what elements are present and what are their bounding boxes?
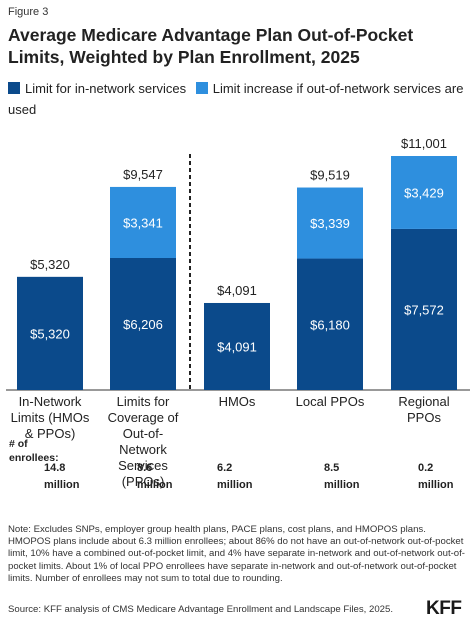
enrollee-count: 6.2 [217, 462, 232, 474]
bar-segment-out-of-network [297, 187, 363, 259]
bar-segment-out-of-network [110, 186, 176, 258]
bar-segment-out-of-network [391, 156, 457, 229]
category-label: & PPOs) [25, 426, 76, 441]
bar-total-label: $5,320 [30, 257, 70, 272]
category-label: Network [119, 442, 167, 457]
figure-label: Figure 3 [8, 6, 49, 18]
enrollee-count: million [44, 479, 80, 491]
category-label: (PPOs) [122, 474, 165, 489]
bar-segment-label: $6,180 [310, 317, 350, 332]
bar-segment-label: $3,341 [123, 215, 163, 230]
bar-segment-label: $5,320 [30, 326, 70, 341]
bar-segment-label: $3,429 [404, 185, 444, 200]
enrollee-count: 8.6 [137, 462, 152, 474]
legend-item-out-of-network: Limit increase if out-of-network service… [8, 81, 463, 117]
category-label: HMOs [219, 394, 256, 409]
bar-segment-in-network [204, 302, 270, 390]
category-label: Limits (HMOs [11, 410, 90, 425]
legend: Limit for in-network services Limit incr… [8, 78, 468, 120]
category-label: Out-of- [123, 426, 163, 441]
enrollee-count: million [324, 479, 360, 491]
legend-label-in-network: Limit for in-network services [25, 81, 187, 96]
enrollees-label: enrollees: [9, 452, 59, 464]
chart-note: Note: Excludes SNPs, employer group heal… [8, 524, 466, 584]
enrollee-count: 14.8 [44, 462, 65, 474]
bar-segment-label: $3,339 [310, 216, 350, 231]
legend-item-in-network: Limit for in-network services [8, 81, 190, 96]
legend-swatch-out-of-network [195, 82, 208, 94]
legend-label-out-of-network: Limit increase if out-of-network service… [8, 81, 464, 117]
bar-segment-label: $6,206 [123, 317, 163, 332]
category-label: Coverage of [108, 410, 179, 425]
kff-logo: KFF [426, 598, 462, 619]
category-label: Services [118, 458, 168, 473]
bar-segment-label: $4,091 [217, 339, 257, 354]
enrollee-count: 0.2 [418, 462, 433, 474]
bar-segment-label: $7,572 [404, 302, 444, 317]
category-label: PPOs [407, 410, 441, 425]
bar-total-label: $11,001 [401, 136, 447, 151]
legend-swatch-in-network [8, 82, 20, 94]
bar-total-label: $9,519 [310, 168, 350, 183]
bar-segment-in-network [17, 276, 83, 390]
bar-total-label: $9,547 [123, 167, 163, 182]
bar-segment-in-network [110, 257, 176, 390]
bar-segment-in-network [391, 228, 457, 390]
chart-title: Average Medicare Advantage Plan Out-of-P… [8, 25, 414, 67]
bar-segment-in-network [297, 258, 363, 390]
category-label: In-Network [19, 394, 82, 409]
chart-source: Source: KFF analysis of CMS Medicare Adv… [8, 604, 394, 615]
category-label: Local PPOs [296, 394, 365, 409]
enrollee-count: million [418, 479, 454, 491]
enrollee-count: million [137, 479, 173, 491]
enrollee-count: 8.5 [324, 462, 339, 474]
category-label: Limits for [117, 394, 170, 409]
enrollees-label: # of [9, 438, 28, 450]
category-label: Regional [398, 394, 449, 409]
bar-total-label: $4,091 [217, 283, 257, 298]
enrollee-count: million [217, 479, 253, 491]
